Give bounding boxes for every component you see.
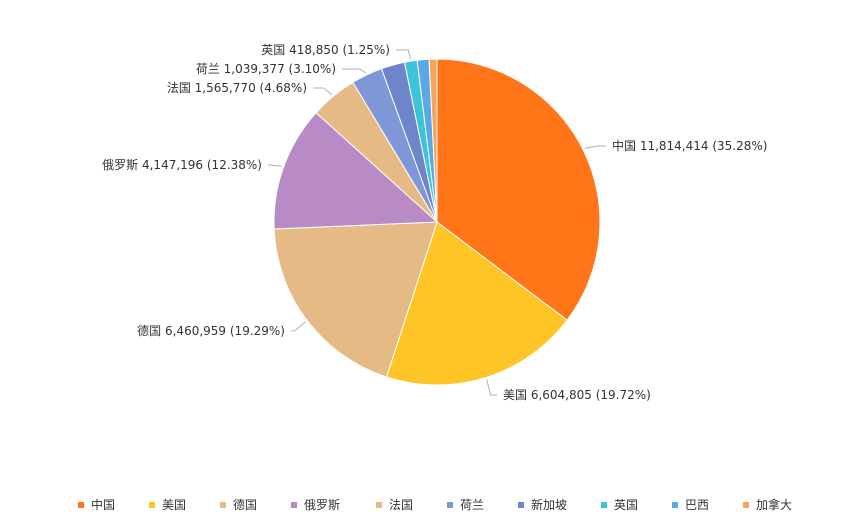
legend-item-美国[interactable]: 美国: [149, 498, 186, 512]
leader-line-英国: [396, 49, 411, 60]
legend-item-俄罗斯[interactable]: 俄罗斯: [291, 498, 340, 512]
leader-line-美国: [486, 379, 497, 396]
leader-line-俄罗斯: [268, 164, 282, 167]
legend-label-俄罗斯: 俄罗斯: [304, 498, 340, 512]
legend-label-美国: 美国: [162, 498, 186, 512]
legend-swatch-法国: [376, 502, 382, 508]
legend-swatch-巴西: [672, 502, 678, 508]
legend-item-新加坡[interactable]: 新加坡: [518, 497, 567, 512]
legend-label-英国: 英国: [614, 498, 638, 512]
legend-swatch-中国: [78, 502, 84, 508]
legend-swatch-荷兰: [447, 502, 453, 508]
legend-swatch-加拿大: [743, 502, 749, 508]
leader-line-法国: [313, 87, 333, 96]
legend-swatch-新加坡: [518, 502, 524, 508]
legend-swatch-德国: [220, 502, 226, 508]
pie-slice-美国[interactable]: [385, 221, 568, 386]
slice-label-英国: 英国 418,850 (1.25%): [261, 43, 390, 57]
legend-item-英国[interactable]: 英国: [601, 498, 638, 512]
slice-label-俄罗斯: 俄罗斯 4,147,196 (12.38%): [102, 158, 262, 172]
slice-label-德国: 德国 6,460,959 (19.29%): [137, 323, 285, 338]
pie-slice-德国[interactable]: [273, 221, 438, 378]
leader-line-中国: [584, 145, 606, 149]
legend-label-加拿大: 加拿大: [756, 497, 792, 512]
slice-label-荷兰: 荷兰 1,039,377 (3.10%): [196, 62, 336, 76]
legend-label-荷兰: 荷兰: [460, 498, 484, 512]
legend-label-巴西: 巴西: [685, 498, 709, 512]
pie-slice-加拿大[interactable]: [428, 58, 438, 223]
legend-label-法国: 法国: [389, 498, 413, 512]
label-leader-lines: [268, 49, 606, 396]
slice-label-法国: 法国 1,565,770 (4.68%): [167, 81, 307, 95]
legend-label-新加坡: 新加坡: [531, 497, 567, 512]
slice-label-美国: 美国 6,604,805 (19.72%): [503, 388, 651, 402]
legend-swatch-俄罗斯: [291, 502, 297, 508]
legend-swatch-英国: [601, 502, 607, 508]
legend-item-加拿大[interactable]: 加拿大: [743, 497, 792, 512]
legend-item-巴西[interactable]: 巴西: [672, 498, 709, 512]
legend-item-荷兰[interactable]: 荷兰: [447, 498, 484, 512]
legend-label-德国: 德国: [233, 497, 257, 512]
legend-item-德国[interactable]: 德国: [220, 497, 257, 512]
leader-line-德国: [291, 321, 306, 332]
chart-legend: 中国 美国 德国 俄罗斯 法国 荷兰 新加坡 英国 巴西 加拿大: [78, 497, 792, 512]
legend-item-法国[interactable]: 法国: [376, 498, 413, 512]
legend-swatch-美国: [149, 502, 155, 508]
legend-label-中国: 中国: [91, 497, 115, 512]
legend-item-中国[interactable]: 中国: [78, 497, 115, 512]
slice-labels: 中国 11,814,414 (35.28%) 美国 6,604,805 (19.7…: [102, 43, 767, 402]
leader-line-荷兰: [342, 68, 367, 74]
slice-label-中国: 中国 11,814,414 (35.28%): [612, 138, 767, 153]
pie-slice-中国[interactable]: [436, 58, 601, 321]
pie-slices: [273, 58, 601, 386]
pie-slice-俄罗斯[interactable]: [273, 111, 439, 230]
